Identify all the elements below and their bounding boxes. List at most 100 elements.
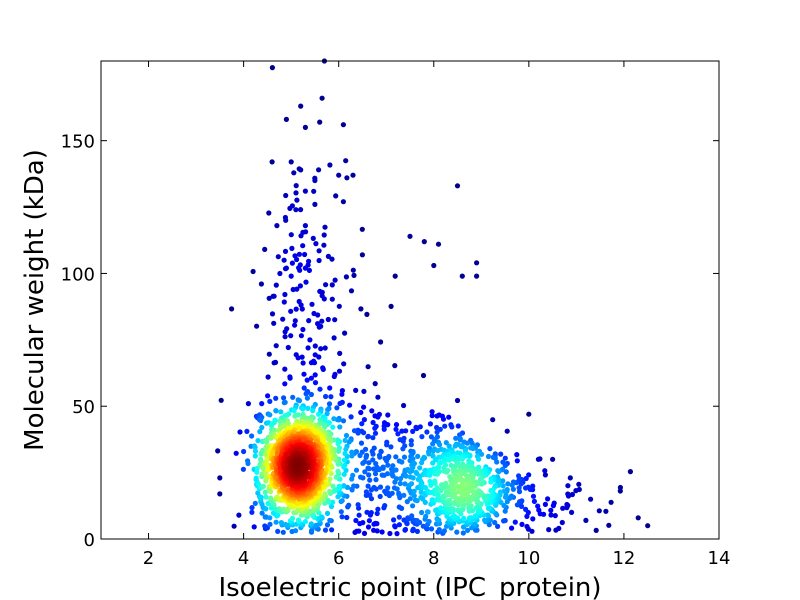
- scatter-point: [358, 409, 364, 416]
- scatter-point: [455, 477, 461, 483]
- scatter-point: [407, 496, 413, 502]
- scatter-point: [318, 346, 324, 352]
- scatter-point: [393, 454, 399, 460]
- scatter-point: [399, 428, 405, 434]
- scatter-point: [424, 526, 430, 532]
- scatter-point: [298, 167, 304, 173]
- scatter-point: [278, 409, 284, 415]
- scatter-point: [469, 440, 475, 446]
- scatter-point: [291, 170, 297, 176]
- scatter-point: [333, 193, 339, 199]
- scatter-point: [410, 428, 416, 434]
- scatter-point: [330, 499, 336, 505]
- scatter-point: [388, 444, 394, 450]
- scatter-point: [498, 451, 504, 457]
- scatter-point: [573, 488, 579, 494]
- scatter-point: [440, 416, 447, 422]
- scatter-point: [392, 273, 398, 279]
- scatter-point: [304, 377, 310, 383]
- scatter-point: [460, 530, 466, 536]
- scatter-point: [446, 414, 452, 420]
- scatter-point: [291, 408, 297, 414]
- scatter-point: [298, 333, 304, 339]
- scatter-point: [501, 518, 507, 524]
- scatter-point: [282, 248, 289, 254]
- scatter-point: [381, 426, 387, 432]
- scatter-point: [414, 518, 420, 524]
- scatter-point: [608, 499, 614, 505]
- scatter-point: [298, 103, 304, 109]
- scatter-point: [401, 454, 408, 460]
- x-tick-label: 12: [612, 548, 635, 569]
- scatter-point: [306, 267, 312, 273]
- scatter-point: [244, 428, 250, 434]
- scatter-point: [259, 424, 265, 431]
- scatter-point: [502, 462, 508, 469]
- scatter-point: [349, 449, 355, 455]
- scatter-point: [397, 480, 403, 487]
- scatter-point: [550, 503, 557, 509]
- scatter-point: [311, 188, 317, 194]
- scatter-point: [428, 481, 434, 487]
- scatter-point: [343, 158, 349, 164]
- scatter-point: [281, 395, 287, 401]
- scatter-point: [324, 522, 331, 528]
- scatter-point: [467, 515, 473, 521]
- scatter-point: [438, 505, 444, 511]
- scatter-point: [329, 256, 335, 262]
- scatter-point: [363, 489, 369, 495]
- scatter-point: [427, 421, 433, 427]
- scatter-point: [545, 496, 551, 502]
- scatter-point: [384, 458, 390, 464]
- scatter-point: [359, 252, 365, 258]
- scatter-point: [317, 386, 323, 392]
- scatter-point: [288, 159, 294, 165]
- scatter-point: [503, 469, 509, 475]
- scatter-point: [266, 351, 272, 357]
- scatter-point: [351, 272, 357, 278]
- scatter-point: [282, 334, 288, 340]
- scatter-point: [488, 487, 494, 494]
- scatter-point: [327, 162, 333, 168]
- scatter-point: [278, 520, 284, 526]
- scatter-point: [326, 401, 333, 407]
- scatter-point: [459, 273, 465, 279]
- scatter-point: [285, 344, 291, 351]
- scatter-point: [373, 477, 379, 483]
- scatter-point: [378, 339, 384, 345]
- scatter-point: [375, 394, 381, 400]
- scatter-point: [329, 282, 335, 288]
- scatter-point: [442, 423, 448, 429]
- scatter-point: [399, 505, 405, 511]
- scatter-point: [350, 267, 356, 273]
- scatter-point: [300, 243, 306, 249]
- scatter-point: [335, 468, 341, 474]
- scatter-point: [349, 476, 355, 482]
- scatter-point: [312, 372, 318, 378]
- scatter-point: [294, 286, 300, 292]
- scatter-point: [385, 412, 391, 418]
- scatter-point: [302, 265, 308, 271]
- scatter-point: [274, 450, 281, 457]
- scatter-point: [335, 441, 341, 447]
- scatter-point: [327, 476, 333, 482]
- scatter-point: [245, 460, 251, 467]
- scatter-point: [273, 408, 279, 414]
- scatter-point: [430, 460, 436, 466]
- scatter-point: [344, 514, 350, 521]
- scatter-point: [565, 493, 572, 499]
- scatter-point: [372, 471, 379, 477]
- scatter-point: [455, 507, 461, 513]
- scatter-point: [323, 282, 329, 288]
- scatter-point: [377, 454, 383, 460]
- scatter-point: [369, 408, 375, 414]
- scatter-point: [454, 397, 461, 404]
- scatter-point: [396, 514, 402, 520]
- scatter-point: [427, 472, 433, 478]
- scatter-point: [385, 462, 391, 468]
- scatter-point: [635, 515, 641, 521]
- scatter-point: [526, 472, 532, 478]
- scatter-point: [374, 521, 380, 527]
- scatter-point: [283, 116, 289, 122]
